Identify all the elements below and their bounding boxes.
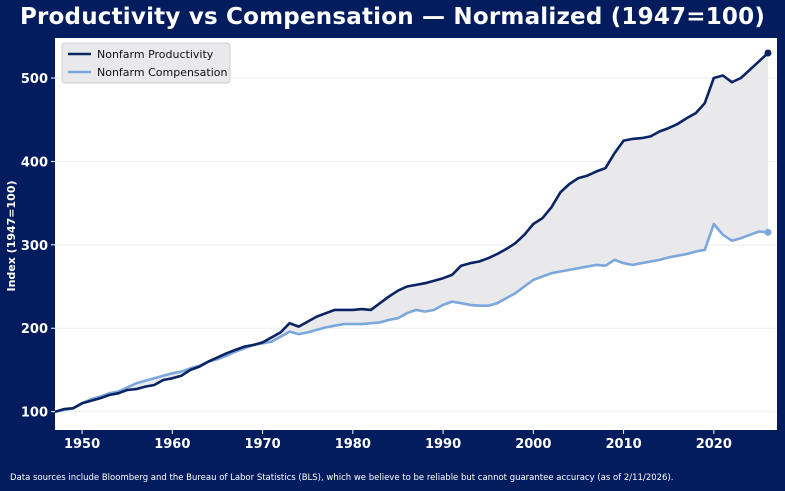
chart-title: Productivity vs Compensation — Normalize… <box>19 4 766 30</box>
x-tick-label: 1970 <box>244 437 280 452</box>
x-axis-ticks: 1950 1960 1970 1980 1990 2000 2010 2020 <box>64 430 732 452</box>
x-tick-label: 1990 <box>425 437 461 452</box>
y-axis-ticks: 100 200 300 400 500 <box>21 72 55 421</box>
end-point-productivity <box>764 49 772 57</box>
x-tick-label: 2020 <box>696 437 732 452</box>
y-tick-label: 300 <box>21 239 48 254</box>
y-axis-label: Index (1947=100) <box>5 180 18 291</box>
x-tick-label: 2000 <box>515 437 551 452</box>
x-tick-label: 1960 <box>154 437 190 452</box>
y-tick-label: 400 <box>21 155 48 170</box>
gap-fill-area <box>55 53 768 412</box>
series-line-compensation <box>54 222 769 413</box>
x-tick-label: 1980 <box>335 437 371 452</box>
legend-box <box>61 42 231 84</box>
y-tick-label: 500 <box>21 72 48 87</box>
legend: Nonfarm Productivity Nonfarm Compensatio… <box>61 42 231 84</box>
legend-label-productivity: Nonfarm Productivity <box>97 48 214 61</box>
end-point-compensation <box>764 228 772 236</box>
x-tick-label: 1950 <box>64 437 100 452</box>
y-tick-label: 100 <box>21 406 48 421</box>
series-line-productivity <box>54 52 769 413</box>
y-tick-label: 200 <box>21 322 48 337</box>
data-source-note: Data sources include Bloomberg and the B… <box>10 473 674 483</box>
legend-label-compensation: Nonfarm Compensation <box>97 66 228 79</box>
x-tick-label: 2010 <box>605 437 641 452</box>
